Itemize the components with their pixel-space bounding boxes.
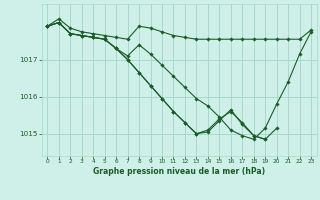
X-axis label: Graphe pression niveau de la mer (hPa): Graphe pression niveau de la mer (hPa) — [93, 167, 265, 176]
